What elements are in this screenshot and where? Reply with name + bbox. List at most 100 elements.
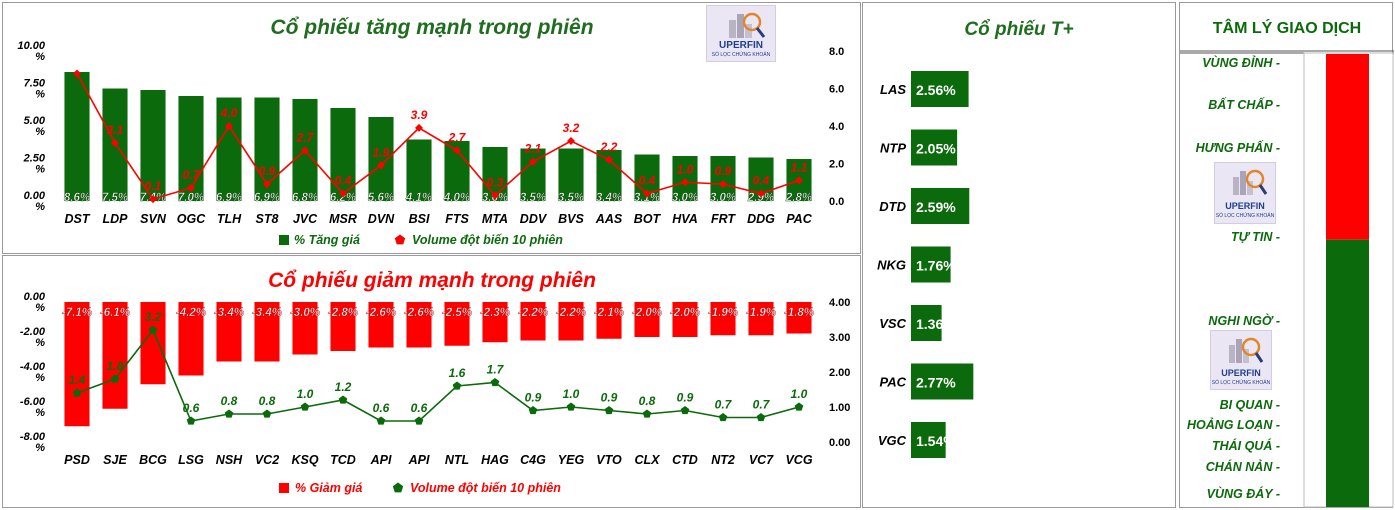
- sentiment-level-label: CHÁN NẢN -: [1206, 459, 1280, 474]
- line-data-label: 0.6: [411, 401, 428, 415]
- line-point: [681, 178, 689, 187]
- volume-line: [76, 73, 800, 201]
- y-left-tick-label: 0.00: [24, 291, 46, 303]
- y-tick-label: VGC: [878, 433, 907, 448]
- magnifier-icon: [729, 12, 766, 38]
- line-point: [491, 191, 499, 200]
- sentiment-level-label: BI QUAN -: [1220, 398, 1280, 412]
- bar-data-label: -2.2%: [556, 307, 586, 319]
- falling-chart-panel: Cổ phiếu giảm mạnh trong phiên 0.00% -2.00…: [2, 255, 861, 508]
- bar: [911, 71, 969, 107]
- line-point: [529, 157, 537, 166]
- bar: [330, 108, 356, 201]
- bar-data-label: -2.5%: [442, 307, 472, 319]
- x-tick-label: YEG: [558, 453, 585, 467]
- sentiment-level-label: HOẢNG LOẠN -: [1187, 417, 1280, 432]
- bar: [911, 363, 974, 400]
- line-data-label: 1.1: [791, 160, 808, 174]
- bar: [254, 302, 280, 362]
- line-data-label: 0.1: [145, 179, 162, 193]
- bar-data-label: -2.0%: [670, 307, 700, 319]
- x-tick-label: JVC: [293, 212, 318, 226]
- line-point: [73, 69, 81, 78]
- bar: [911, 246, 951, 283]
- line-point: [377, 161, 385, 170]
- line-point: [186, 416, 196, 425]
- bar-data-label: -4.2%: [176, 307, 206, 319]
- bar-data-label: -1.8%: [784, 307, 814, 319]
- line-data-label: 1.2: [335, 380, 352, 394]
- bar-data-label: 3.5%: [520, 192, 546, 204]
- bar: [710, 156, 736, 201]
- y-right-tick-label: 4.0: [829, 121, 844, 133]
- legend-line-swatch: [394, 234, 406, 245]
- bar-data-label: -6.1%: [100, 307, 130, 319]
- bar-data-label: -2.3%: [480, 307, 510, 319]
- y-right-tick-label: 2.0: [829, 159, 844, 171]
- line-point: [376, 416, 386, 425]
- x-tick-label: NTL: [445, 453, 469, 467]
- x-tick-label: BVS: [558, 212, 584, 226]
- bar: [911, 129, 958, 166]
- x-tick-label: BOT: [634, 212, 662, 226]
- line-data-label: 0.9: [677, 391, 694, 405]
- line-data-label: 0.4: [639, 174, 656, 188]
- line-point: [528, 406, 538, 415]
- line-point: [301, 146, 309, 155]
- x-tick-label: VC7: [749, 453, 774, 467]
- y-right-tick-label: 1.00: [829, 402, 850, 414]
- x-tick-label: FRT: [711, 212, 736, 226]
- line-point: [642, 409, 652, 418]
- y-left-tick-unit: %: [35, 337, 45, 349]
- line-point: [415, 123, 423, 132]
- bar: [178, 96, 204, 201]
- y-left-tick-label: -8.00: [20, 431, 46, 443]
- line-point: [72, 388, 82, 397]
- line-data-label: 1.0: [677, 162, 694, 176]
- line-point: [338, 395, 348, 404]
- y-tick-label: LAS: [880, 82, 906, 97]
- bar: [748, 302, 774, 336]
- x-tick-label: API: [408, 453, 430, 467]
- x-tick-label: DVN: [368, 212, 395, 226]
- bar-data-label: 7.0%: [178, 192, 204, 204]
- tplus-panel: Cổ phiếu T+ LAS 2.56% NTP 2.05% DTD 2.59% NKG 1.…: [862, 2, 1176, 508]
- bar-data-label: -2.8%: [328, 307, 358, 319]
- sentiment-level-label: HƯNG PHẤN -: [1196, 140, 1280, 155]
- bar-data-label: -3.4%: [214, 307, 244, 319]
- bar: [216, 97, 242, 201]
- line-data-label: 1.0: [297, 387, 314, 401]
- x-tick-label: LSG: [178, 453, 204, 467]
- line-point: [718, 413, 728, 422]
- line-data-label: 1.0: [563, 387, 580, 401]
- bar-data-label: -2.0%: [632, 307, 662, 319]
- bar: [216, 302, 242, 362]
- bar-data-label: 3.4%: [596, 192, 622, 204]
- bar-data-label: 1.54%: [916, 433, 956, 449]
- legend-line-swatch: [392, 482, 404, 493]
- y-left-tick-label: 0.00: [24, 190, 46, 202]
- logo-text: UPERFIN: [1225, 201, 1265, 211]
- line-point: [567, 137, 575, 145]
- line-data-label: 0.6: [373, 401, 390, 415]
- bar-data-label: -7.1%: [62, 307, 92, 319]
- bar: [102, 302, 128, 409]
- line-data-label: 0.7: [753, 398, 771, 412]
- bar-data-label: 6.2%: [330, 192, 356, 204]
- bar: [911, 422, 946, 458]
- line-point: [795, 176, 803, 185]
- logo-bottom: UPERFIN SỔ LỌC CHỨNG KHOÁN: [1210, 330, 1272, 390]
- bar-data-label: 1.76%: [916, 258, 956, 274]
- bar-data-label: 6.9%: [216, 192, 242, 204]
- legend-bar-label: % Tăng giá: [294, 233, 360, 247]
- legend-bar-swatch: [279, 483, 289, 493]
- line-data-label: 2.7: [296, 130, 315, 144]
- logo-subtitle: SỔ LỌC CHỨNG KHOÁN: [711, 52, 771, 58]
- x-tick-label: NSH: [216, 453, 243, 467]
- x-tick-label: API: [370, 453, 392, 467]
- bar: [64, 302, 90, 427]
- line-point: [604, 406, 614, 415]
- y-left-tick-label: 7.50: [24, 78, 46, 90]
- bar-data-label: 3.5%: [558, 192, 584, 204]
- bar-data-label: 2.9%: [747, 192, 774, 204]
